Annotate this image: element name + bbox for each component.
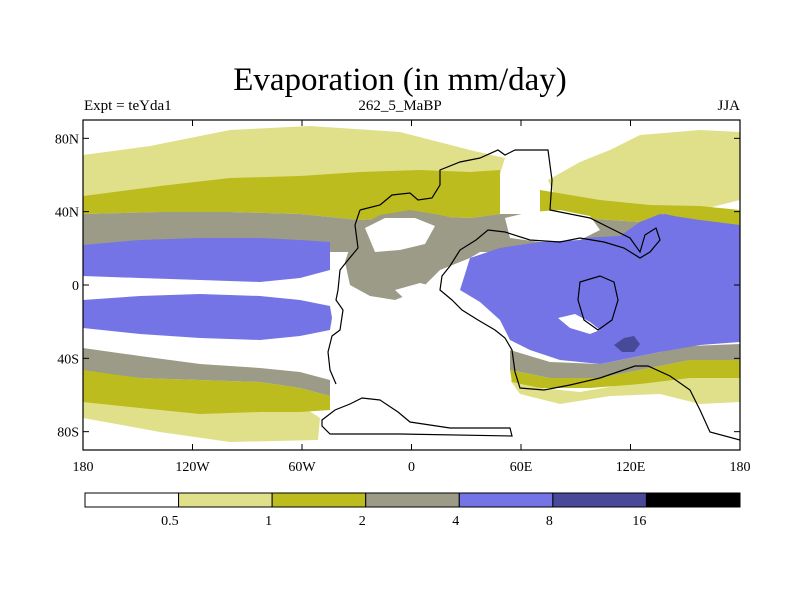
- lon-tick-label: 60E: [510, 460, 533, 475]
- lon-tick-label: 60W: [288, 460, 316, 475]
- latitude-axis: 80N 40N 0 40S 80S: [55, 132, 740, 441]
- legend-swatch: [458, 492, 554, 508]
- lat-tick-label: 80N: [55, 132, 79, 147]
- contour-zero-east: [505, 210, 600, 242]
- experiment-label: Expt = teYda1: [84, 98, 172, 114]
- contour-high-southeast: [510, 344, 740, 378]
- legend-label: 2: [359, 514, 366, 529]
- legend-label: 8: [546, 514, 553, 529]
- legend-swatch: [178, 492, 273, 508]
- contour-mid-south: [83, 368, 330, 414]
- map-title: Evaporation (in mm/day): [233, 62, 567, 98]
- coastline-pangea: [359, 149, 740, 441]
- lat-tick-label: 40N: [55, 206, 79, 221]
- period-label: 262_5_MaBP: [358, 98, 442, 114]
- contour-max: [614, 336, 640, 352]
- legend-swatch: [645, 492, 741, 508]
- legend-swatch: [365, 492, 460, 508]
- coastline-tethys-island: [577, 275, 619, 331]
- legend-label: 0.5: [161, 514, 179, 529]
- contour-low-northeast: [548, 130, 740, 214]
- legend-swatch: [552, 492, 647, 508]
- lon-tick-label: 120E: [616, 460, 646, 475]
- contour-mid-north: [83, 170, 500, 220]
- contour-zero-north: [365, 218, 435, 252]
- contour-zero-center: [395, 283, 440, 304]
- contour-vhigh-east: [640, 214, 740, 258]
- contour-vhigh-pacific-south: [83, 294, 332, 340]
- lon-tick-label: 180: [73, 460, 94, 475]
- contour-vhigh-pacific-north: [83, 238, 330, 282]
- legend-swatch: [84, 492, 180, 508]
- lon-tick-label: 180: [730, 460, 751, 475]
- legend-label: 16: [632, 514, 646, 529]
- lat-tick-label: 0: [72, 279, 79, 294]
- color-legend: 0.5 1 2 4 8 16: [84, 492, 741, 529]
- lat-tick-label: 40S: [57, 352, 79, 367]
- legend-label: 4: [452, 514, 459, 529]
- contour-high-south: [83, 348, 330, 396]
- lat-tick-label: 80S: [57, 426, 79, 441]
- lon-tick-label: 0: [408, 460, 415, 475]
- contour-zero-south: [330, 310, 515, 440]
- lon-tick-label: 120W: [175, 460, 210, 475]
- legend-label: 1: [265, 514, 272, 529]
- coastline-gondwana-south: [321, 397, 513, 437]
- map-field: [83, 120, 740, 450]
- legend-swatch: [271, 492, 367, 508]
- coastline-pangea-west: [327, 209, 361, 385]
- contour-mid-southeast: [510, 360, 740, 388]
- longitude-axis: 180 120W 60W 0 60E 120E 180: [73, 120, 751, 475]
- contour-zero-bay: [558, 314, 600, 334]
- season-label: JJA: [717, 98, 740, 114]
